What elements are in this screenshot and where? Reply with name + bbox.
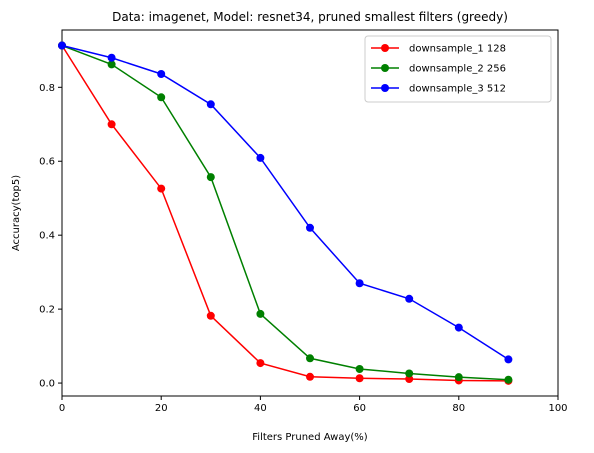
x-axis-ticks: 0 20 40 60 80 100	[59, 396, 568, 414]
plot-frame	[61, 29, 559, 397]
legend-label: downsample_1 128	[409, 44, 506, 55]
x-tick-label: 40	[254, 403, 267, 414]
y-tick-label: 0.2	[39, 305, 55, 316]
x-tick-label: 20	[155, 403, 168, 414]
legend-marker	[381, 84, 389, 92]
legend-box	[364, 35, 552, 103]
y-tick-label: 0.6	[39, 157, 55, 168]
y-axis-label: Accuracy(top5)	[11, 175, 22, 251]
series-line	[61, 44, 509, 381]
legend-label: downsample_3 512	[409, 84, 506, 95]
data-point	[504, 355, 513, 364]
data-point	[355, 374, 364, 383]
x-tick-label: 0	[59, 403, 65, 414]
data-point	[355, 279, 364, 288]
chart-title: Data: imagenet, Model: resnet34, pruned …	[112, 10, 508, 24]
data-point	[256, 309, 265, 318]
data-point	[405, 294, 414, 303]
y-tick-label: 0.4	[39, 231, 55, 242]
y-tick-label: 0.0	[39, 379, 55, 390]
legend-item: downsample_3 512	[371, 84, 506, 95]
data-point	[206, 311, 215, 320]
data-point	[454, 373, 463, 382]
data-point	[306, 372, 314, 381]
data-point	[405, 369, 414, 378]
series-3	[58, 41, 513, 364]
x-tick-label: 80	[452, 403, 465, 414]
data-point	[107, 53, 116, 62]
legend-marker	[381, 44, 389, 52]
data-point	[405, 374, 414, 383]
data-point	[355, 365, 364, 374]
data-point	[157, 93, 166, 102]
legend: downsample_1 128 downsample_2 256 downsamp…	[364, 35, 552, 103]
data-point	[504, 375, 513, 384]
series-line	[61, 44, 509, 361]
y-tick-label: 0.8	[39, 83, 55, 94]
data-point	[107, 120, 116, 129]
series-2	[58, 41, 513, 384]
data-point	[206, 173, 215, 182]
y-axis-ticks: 0.0 0.2 0.4 0.6 0.8	[39, 83, 62, 390]
x-tick-label: 100	[548, 403, 567, 414]
data-point	[157, 184, 166, 193]
data-point	[58, 41, 66, 50]
data-point	[306, 354, 314, 363]
legend-marker	[381, 64, 389, 72]
legend-item: downsample_2 256	[371, 64, 506, 75]
legend-item: downsample_1 128	[371, 44, 506, 55]
data-point	[256, 359, 265, 368]
series-line	[61, 45, 509, 382]
series-group	[58, 41, 513, 385]
legend-label: downsample_2 256	[409, 64, 506, 75]
data-point	[107, 60, 116, 69]
x-axis-label: Filters Pruned Away(%)	[252, 432, 368, 443]
data-point	[306, 223, 314, 232]
data-point	[157, 69, 166, 78]
data-point	[206, 100, 215, 109]
data-point	[256, 153, 265, 162]
data-point	[454, 323, 463, 332]
x-tick-label: 60	[353, 403, 366, 414]
plot-area	[58, 29, 559, 397]
